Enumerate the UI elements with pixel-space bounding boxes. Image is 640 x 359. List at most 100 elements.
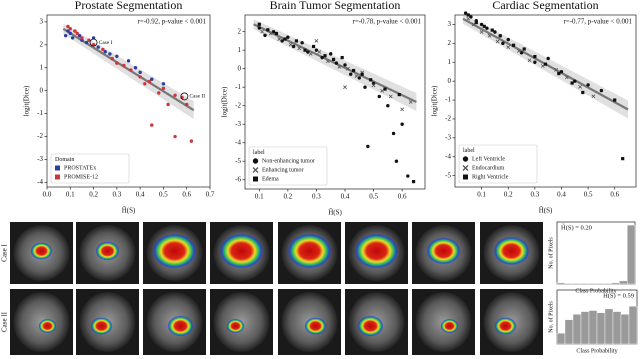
y-tick-label: 0	[448, 77, 452, 85]
y-tick-label: 3	[448, 20, 452, 28]
bar	[556, 282, 565, 285]
point	[297, 46, 302, 51]
point	[482, 24, 486, 28]
x-tick-label: 0.4	[136, 191, 145, 199]
y-tick-label: 0	[238, 64, 242, 72]
point	[108, 52, 112, 56]
confidence-band	[253, 19, 417, 112]
point	[479, 30, 484, 34]
heatmap-overlay	[90, 317, 113, 335]
point	[317, 50, 322, 54]
legend-label: Left Ventricle	[472, 155, 505, 162]
y-tick-label: -2	[37, 132, 43, 140]
x-tick-label: 0.6	[610, 191, 619, 199]
y-axis-label: No. of Pixels	[547, 237, 554, 269]
callout-marker	[89, 38, 98, 47]
point	[257, 22, 261, 26]
point	[337, 64, 342, 69]
x-tick-label: 0.7	[206, 191, 215, 199]
point	[613, 98, 617, 102]
y-tick-label: -3	[235, 120, 241, 128]
point	[487, 33, 492, 38]
point	[311, 44, 316, 49]
plot-frame	[454, 14, 637, 188]
point	[522, 47, 526, 51]
callout-marker	[180, 92, 189, 101]
y-axis-label: logit(Dice)	[221, 86, 229, 117]
point	[578, 84, 582, 89]
heatmap-overlay	[440, 318, 459, 334]
point	[161, 86, 166, 91]
x-axis-label: H̃(S)	[122, 206, 136, 214]
point	[366, 144, 370, 149]
bar	[564, 283, 573, 285]
y-tick-label: 3	[40, 17, 44, 25]
point	[331, 57, 336, 62]
y-axis-label: No. of Pixels	[547, 301, 554, 333]
legend-marker	[252, 158, 259, 164]
legend-label: PROMISE-12	[64, 174, 98, 180]
point	[479, 22, 484, 27]
point	[288, 42, 293, 47]
bar	[572, 283, 581, 285]
point	[189, 139, 194, 143]
point	[506, 37, 510, 42]
point	[115, 61, 119, 65]
point	[493, 30, 497, 34]
point	[73, 29, 77, 33]
y-tick-label: 1	[238, 46, 242, 54]
y-tick-label: -3	[445, 133, 451, 141]
point	[466, 13, 470, 17]
y-tick-label: -1	[235, 83, 241, 91]
point	[388, 94, 393, 99]
point	[325, 59, 330, 64]
point	[70, 36, 75, 40]
point	[354, 74, 359, 78]
point	[463, 11, 468, 15]
point	[260, 29, 265, 34]
point	[408, 100, 413, 104]
legend-marker	[55, 174, 60, 180]
y-tick-label: 0	[40, 86, 44, 94]
row-label: Case II	[1, 311, 9, 332]
image-panel	[345, 289, 408, 355]
point	[66, 24, 70, 29]
x-tick-label: 0.2	[89, 191, 98, 199]
point	[400, 107, 405, 112]
point	[173, 93, 177, 97]
legend-marker	[252, 167, 259, 173]
legend-marker	[463, 174, 468, 180]
point	[103, 49, 107, 54]
point	[599, 88, 604, 93]
y-tick-label: -4	[445, 152, 451, 160]
image-panel	[210, 222, 273, 284]
point	[329, 52, 333, 56]
point	[466, 16, 471, 21]
point	[406, 174, 410, 178]
point	[621, 157, 625, 161]
point	[68, 27, 72, 31]
point	[150, 77, 154, 81]
point	[351, 68, 356, 73]
y-tick-label: -2	[235, 101, 241, 109]
image-panel	[480, 289, 543, 355]
point	[334, 61, 339, 65]
point	[68, 31, 72, 36]
point	[511, 43, 516, 47]
point	[323, 54, 327, 58]
y-tick-label: -2	[445, 115, 451, 123]
row-label: Case I	[1, 243, 9, 261]
bar	[595, 283, 604, 285]
y-tick-label: -6	[235, 175, 241, 183]
heatmap-overlay	[304, 317, 327, 335]
point	[286, 35, 290, 39]
legend-label: Endocardium	[472, 165, 505, 171]
heatmap-overlay	[152, 233, 197, 269]
heatmap-overlay	[38, 318, 57, 334]
chart-title: Cardiac Segmentation	[492, 0, 598, 12]
point	[383, 87, 387, 91]
image-panel	[10, 289, 73, 355]
y-tick-label: 2	[238, 27, 242, 35]
x-tick-label: 0.0	[43, 191, 52, 199]
point	[63, 33, 68, 38]
